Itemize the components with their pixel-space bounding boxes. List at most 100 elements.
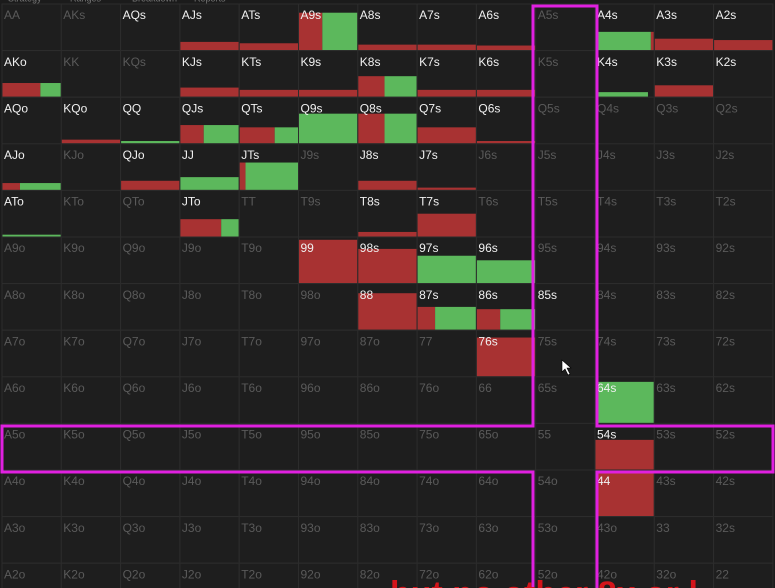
hand-cell[interactable] — [713, 562, 774, 588]
hand-cell[interactable] — [713, 236, 774, 285]
hand-cell[interactable] — [594, 96, 655, 145]
hand-cell[interactable] — [713, 283, 774, 331]
hand-cell[interactable] — [475, 50, 537, 98]
hand-cell[interactable] — [298, 329, 359, 378]
hand-cell[interactable] — [535, 189, 596, 238]
hand-cell[interactable] — [238, 189, 299, 238]
hand-cell[interactable] — [1, 3, 62, 52]
hand-cell[interactable] — [179, 422, 240, 471]
hand-cell[interactable] — [594, 236, 655, 285]
hand-cell[interactable] — [1, 422, 62, 471]
hand-cell[interactable] — [120, 96, 181, 145]
hand-cell[interactable] — [416, 516, 477, 564]
hand-cell[interactable] — [535, 3, 596, 52]
hand-cell[interactable] — [535, 469, 596, 518]
hand-cell[interactable] — [653, 516, 715, 564]
hand-cell[interactable] — [1, 96, 62, 145]
hand-cell[interactable] — [475, 189, 537, 238]
hand-cell[interactable] — [60, 236, 122, 285]
hand-label: 53s — [656, 428, 675, 442]
hand-cell[interactable] — [60, 329, 122, 378]
hand-cell[interactable] — [120, 329, 181, 378]
hand-cell[interactable] — [535, 562, 596, 588]
hand-cell[interactable] — [238, 562, 299, 588]
hand-cell[interactable] — [60, 96, 122, 145]
hand-cell[interactable] — [535, 376, 596, 424]
tab[interactable]: Strategy — [8, 0, 42, 3]
hand-cell[interactable] — [653, 422, 715, 471]
hand-cell[interactable] — [60, 516, 122, 564]
hand-cell[interactable] — [535, 283, 596, 331]
hand-cell[interactable] — [416, 143, 477, 191]
hand-cell[interactable] — [653, 469, 715, 518]
hand-cell[interactable] — [357, 422, 418, 471]
hand-cell[interactable] — [357, 3, 418, 52]
hand-cell[interactable] — [1, 376, 62, 424]
hand-cell[interactable] — [357, 329, 418, 378]
hand-cell[interactable] — [120, 236, 181, 285]
hand-cell[interactable] — [179, 469, 240, 518]
hand-cell[interactable] — [60, 469, 122, 518]
hand-cell[interactable] — [416, 3, 477, 52]
hand-cell[interactable] — [179, 236, 240, 285]
hand-cell[interactable] — [120, 422, 181, 471]
hand-cell[interactable] — [238, 329, 299, 378]
hand-cell[interactable] — [298, 50, 359, 98]
hand-cell[interactable] — [1, 516, 62, 564]
hand-cell[interactable] — [535, 516, 596, 564]
hand-cell[interactable] — [653, 189, 715, 238]
hand-cell[interactable] — [298, 469, 359, 518]
hand-cell[interactable] — [298, 516, 359, 564]
hand-cell[interactable] — [60, 376, 122, 424]
hand-cell[interactable] — [653, 376, 715, 424]
hand-cell[interactable] — [713, 50, 774, 98]
tab[interactable]: Breakdown — [132, 0, 177, 3]
hand-cell[interactable] — [653, 562, 715, 588]
hand-cell[interactable] — [653, 329, 715, 378]
hand-cell[interactable] — [713, 376, 774, 424]
hand-cell[interactable] — [594, 562, 655, 588]
hand-cell[interactable] — [298, 422, 359, 471]
hand-cell[interactable] — [416, 562, 477, 588]
hand-cell[interactable] — [653, 143, 715, 191]
hand-cell[interactable] — [179, 516, 240, 564]
hand-cell[interactable] — [60, 189, 122, 238]
hand-cell[interactable] — [60, 422, 122, 471]
hand-cell[interactable] — [713, 143, 774, 191]
hand-cell[interactable] — [357, 562, 418, 588]
hand-label: 94s — [597, 241, 616, 255]
hand-cell[interactable] — [713, 96, 774, 145]
hand-cell[interactable] — [238, 376, 299, 424]
hand-cell[interactable] — [238, 50, 299, 98]
hand-cell[interactable] — [535, 50, 596, 98]
hand-cell[interactable] — [594, 516, 655, 564]
hand-cell[interactable] — [357, 189, 418, 238]
hand-cell[interactable] — [713, 422, 774, 471]
hand-cell[interactable] — [298, 283, 359, 331]
hand-cell[interactable] — [298, 562, 359, 588]
hand-cell[interactable] — [238, 236, 299, 285]
hand-cell[interactable] — [475, 516, 537, 564]
hand-cell[interactable] — [238, 422, 299, 471]
hand-label: J3s — [656, 148, 675, 162]
hand-cell[interactable] — [357, 376, 418, 424]
hand-cell[interactable] — [713, 189, 774, 238]
hand-cell[interactable] — [475, 3, 537, 52]
hand-cell[interactable] — [713, 329, 774, 378]
tab[interactable]: Reports — [194, 0, 226, 3]
hand-cell[interactable] — [416, 376, 477, 424]
hand-cell[interactable] — [60, 3, 122, 52]
hand-cell[interactable] — [416, 469, 477, 518]
hand-cell[interactable] — [713, 469, 774, 518]
hand-cell[interactable] — [475, 96, 537, 145]
hand-cell[interactable] — [238, 516, 299, 564]
hand-cell[interactable] — [60, 283, 122, 331]
tab[interactable]: Ranges — [70, 0, 102, 3]
hand-cell[interactable] — [653, 236, 715, 285]
hand-cell[interactable] — [416, 329, 477, 378]
hand-cell[interactable] — [120, 3, 181, 52]
hand-cell[interactable] — [357, 516, 418, 564]
hand-cell[interactable] — [120, 50, 181, 98]
hand-cell[interactable] — [179, 376, 240, 424]
hand-cell[interactable] — [475, 143, 537, 191]
